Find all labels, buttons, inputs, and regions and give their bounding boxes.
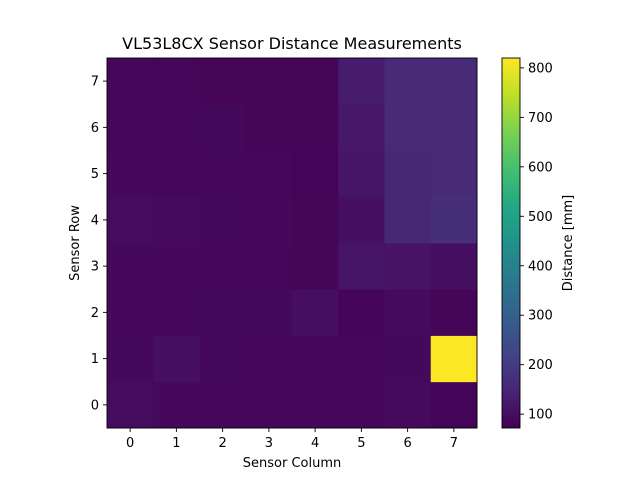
x-axis-label: Sensor Column (243, 456, 341, 471)
heatmap-cell-r2-c6 (384, 289, 432, 336)
x-tick-label: 3 (265, 436, 273, 451)
y-axis-label: Sensor Row (68, 205, 83, 281)
heatmap-cell-r7-c1 (153, 58, 200, 105)
heatmap-cell-r6-c7 (430, 104, 478, 151)
x-tick-label: 4 (311, 436, 319, 451)
colorbar-tick-label: 600 (528, 160, 553, 175)
heatmap-cell-r7-c0 (107, 58, 154, 105)
heatmap-cell-r7-c5 (338, 58, 385, 105)
heatmap-cell-r1-c5 (338, 335, 385, 383)
x-tick-label: 1 (172, 436, 180, 451)
heatmap-cell-r0-c6 (384, 381, 432, 429)
heatmap-cell-r5-c7 (430, 150, 478, 198)
heatmap-cell-r5-c3 (245, 150, 293, 198)
heatmap-cell-r7-c4 (292, 58, 339, 105)
heatmap-cell-r2-c7 (430, 289, 478, 336)
heatmap-cell-r1-c0 (107, 335, 154, 383)
y-tick-label: 2 (91, 306, 99, 321)
x-tick-label: 6 (403, 436, 411, 451)
heatmap-cell-r7-c7 (430, 58, 478, 105)
heatmap-cell-r5-c1 (153, 150, 200, 198)
heatmap-cell-r0-c0 (107, 381, 154, 429)
heatmap-cell-r0-c5 (338, 381, 385, 429)
heatmap-cell-r5-c4 (292, 150, 339, 198)
heatmap-cell-r6-c5 (338, 104, 385, 151)
heatmap-cell-r7-c6 (384, 58, 432, 105)
plot-frame (106, 57, 478, 429)
heatmap-cell-r2-c3 (245, 289, 293, 336)
heatmap-cell-r1-c4 (292, 335, 339, 383)
heatmap-cell-r4-c3 (245, 196, 293, 244)
y-tick-label: 3 (91, 260, 99, 275)
heatmap-cell-r4-c7 (430, 196, 478, 244)
heatmap-cell-r4-c6 (384, 196, 432, 244)
heatmap-cell-r3-c6 (384, 243, 432, 290)
heatmap-cell-r3-c2 (199, 243, 247, 290)
heatmap-cell-r6-c4 (292, 104, 339, 151)
colorbar-tick-label: 200 (528, 358, 553, 373)
heatmap-cell-r4-c0 (107, 196, 154, 244)
heatmap-cell-r0-c2 (199, 381, 247, 429)
colorbar-tick-label: 800 (528, 61, 553, 76)
heatmap-cell-r3-c5 (338, 243, 385, 290)
heatmap-cell-r6-c1 (153, 104, 200, 151)
heatmap-cell-r3-c4 (292, 243, 339, 290)
heatmap-cell-r3-c7 (430, 243, 478, 290)
heatmap-cell-r0-c1 (153, 381, 200, 429)
heatmap-cell-r2-c5 (338, 289, 385, 336)
heatmap-cell-r4-c2 (199, 196, 247, 244)
colorbar-tick-label: 700 (528, 111, 553, 126)
heatmap-cell-r2-c1 (153, 289, 200, 336)
x-tick-label: 7 (450, 436, 458, 451)
colorbar-tick-label: 300 (528, 309, 553, 324)
heatmap-cell-r0-c3 (245, 381, 293, 429)
heatmap-cell-r1-c1 (153, 335, 200, 383)
chart-title: VL53L8CX Sensor Distance Measurements (122, 34, 462, 53)
heatmap-cell-r3-c0 (107, 243, 154, 290)
heatmap-cell-r2-c0 (107, 289, 154, 336)
heatmap-cell-r5-c5 (338, 150, 385, 198)
heatmap-cell-r3-c3 (245, 243, 293, 290)
y-axis-ticks: 0 1 2 3 4 5 6 7 (91, 75, 107, 413)
y-tick-label: 7 (91, 75, 99, 90)
heatmap-cell-r7-c3 (245, 58, 293, 105)
y-tick-label: 6 (91, 121, 99, 136)
x-tick-label: 5 (357, 436, 365, 451)
heatmap-cell-r4-c1 (153, 196, 200, 244)
heatmap-cell-r0-c4 (292, 381, 339, 429)
heatmap-cell-r0-c7 (430, 381, 478, 429)
heatmap-cell-r6-c3 (245, 104, 293, 151)
heatmap-cell-r7-c2 (199, 58, 247, 105)
y-tick-label: 1 (91, 352, 99, 367)
y-tick-label: 0 (91, 398, 99, 413)
colorbar-tick-label: 500 (528, 210, 553, 225)
colorbar-tick-label: 100 (528, 408, 553, 423)
heatmap-cell-r4-c4 (292, 196, 339, 244)
heatmap-cell-r4-c5 (338, 196, 385, 244)
colorbar-ticks: 100 200 300 400 500 600 700 800 (520, 61, 553, 423)
heatmap-cell-r2-c2 (199, 289, 247, 336)
heatmap-cell-r5-c6 (384, 150, 432, 198)
colorbar (501, 57, 521, 429)
heatmap-cell-r1-c7 (430, 335, 478, 383)
heatmap-cell-r5-c0 (107, 150, 154, 198)
y-tick-label: 4 (91, 213, 99, 228)
heatmap-cell-r2-c4 (292, 289, 339, 336)
colorbar-tick-label: 400 (528, 259, 553, 274)
x-axis-ticks: 0 1 2 3 4 5 6 7 (126, 428, 458, 451)
heatmap-cell-r6-c0 (107, 104, 154, 151)
heatmap-cell-r1-c3 (245, 335, 293, 383)
colorbar-label: Distance [mm] (561, 195, 576, 291)
heatmap-cell-r6-c6 (384, 104, 432, 151)
x-tick-label: 2 (218, 436, 226, 451)
heatmap-cells (107, 58, 478, 429)
heatmap-cell-r1-c6 (384, 335, 432, 383)
x-tick-label: 0 (126, 436, 134, 451)
heatmap-cell-r1-c2 (199, 335, 247, 383)
heatmap-cell-r3-c1 (153, 243, 200, 290)
y-tick-label: 5 (91, 167, 99, 182)
heatmap-cell-r6-c2 (199, 104, 247, 151)
heatmap-cell-r5-c2 (199, 150, 247, 198)
